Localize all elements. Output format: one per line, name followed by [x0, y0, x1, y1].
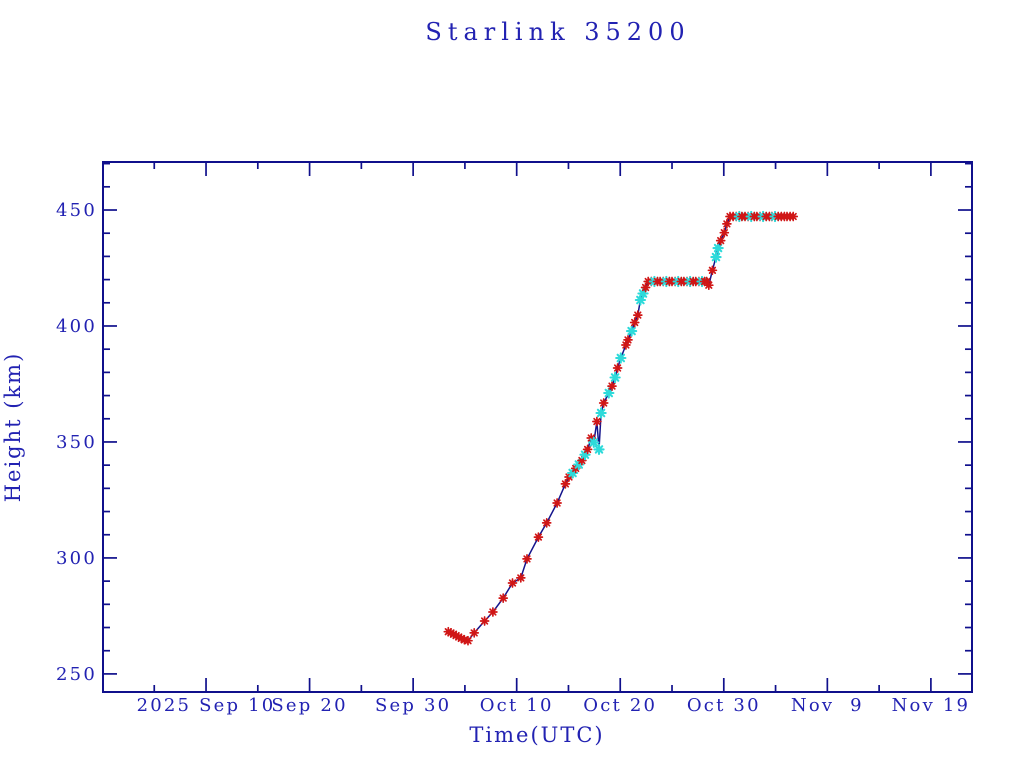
marker-red-asterisk [459, 634, 470, 645]
x-tick-label: Oct 20 [583, 695, 657, 716]
marker-red-asterisk [533, 532, 544, 542]
marker-red-asterisk [719, 227, 730, 238]
x-tick-label: Sep 30 [375, 695, 451, 716]
marker-red-asterisk [446, 628, 456, 638]
marker-cyan-asterisk [603, 387, 615, 399]
marker-red-asterisk [507, 578, 518, 588]
marker-cyan-asterisk [609, 371, 621, 384]
marker-red-asterisk [463, 635, 473, 646]
x-tick-label: Oct 30 [687, 695, 761, 716]
marker-red-asterisk [612, 363, 623, 373]
marker-red-asterisk [586, 433, 597, 443]
marker-red-asterisk [541, 518, 552, 528]
y-tick-label: 400 [56, 316, 97, 337]
marker-red-asterisk [522, 554, 532, 564]
marker-red-asterisk [498, 593, 509, 603]
marker-red-asterisk [623, 335, 633, 345]
marker-red-asterisk [715, 235, 726, 246]
y-tick-label: 350 [56, 432, 97, 453]
marker-cyan-asterisk [566, 467, 579, 479]
marker-cyan-asterisk [595, 407, 607, 419]
marker-cyan-asterisk [573, 458, 585, 471]
marker-cyan-asterisk [579, 449, 591, 461]
marker-red-asterisk [456, 633, 467, 644]
marker-red-asterisk [788, 211, 799, 222]
x-tick-label: Nov 19 [892, 695, 971, 716]
chart-title: Starlink 35200 [425, 18, 690, 46]
marker-red-asterisk [479, 616, 490, 626]
data-series-group [443, 210, 799, 646]
marker-red-asterisk [640, 282, 651, 293]
marker-red-asterisk [582, 444, 593, 455]
marker-red-asterisk [632, 310, 643, 320]
marker-red-asterisk [607, 381, 617, 391]
x-tick-label: Nov 9 [791, 695, 864, 716]
marker-red-asterisk [703, 280, 714, 291]
marker-cyan-asterisk [712, 242, 724, 254]
y-tick-label: 250 [56, 664, 97, 685]
marker-cyan-asterisk [625, 325, 638, 337]
marker-red-asterisk [629, 317, 640, 328]
marker-red-asterisk [560, 479, 571, 489]
y-tick-label: 300 [56, 548, 97, 569]
marker-red-asterisk [552, 498, 562, 508]
marker-red-asterisk [707, 265, 718, 276]
y-tick-label: 450 [56, 200, 97, 221]
marker-red-asterisk [469, 628, 480, 638]
x-axis-label: Time(UTC) [469, 723, 604, 747]
marker-red-asterisk [443, 626, 454, 637]
y-axis-label: Height (km) [1, 352, 25, 503]
marker-red-asterisk [577, 455, 587, 466]
x-tick-label: Sep 20 [271, 695, 347, 716]
marker-red-asterisk [515, 573, 526, 583]
marker-cyan-asterisk [637, 287, 649, 300]
marker-red-asterisk [621, 340, 631, 350]
marker-cyan-asterisk [634, 294, 647, 306]
tick-group [103, 162, 972, 692]
marker-red-asterisk [598, 398, 609, 408]
marker-cyan-asterisk [710, 251, 722, 263]
marker-cyan-asterisk [615, 352, 627, 364]
plot-frame [102, 161, 973, 693]
marker-red-asterisk [592, 416, 602, 427]
marker-cyan-asterisk [593, 443, 605, 456]
marker-red-asterisk [488, 607, 498, 617]
marker-cyan-asterisk [588, 436, 600, 449]
x-tick-label: Oct 10 [480, 695, 554, 716]
axis-frame-group [102, 161, 973, 693]
marker-red-asterisk [722, 219, 732, 229]
x-tick-label: 2025 Sep 10 [137, 695, 276, 716]
marker-red-asterisk [701, 276, 712, 287]
